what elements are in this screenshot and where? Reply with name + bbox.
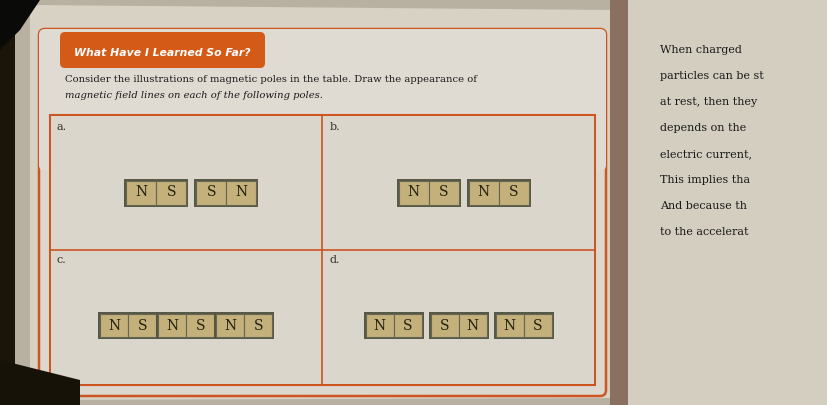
- Text: What Have I Learned So Far?: What Have I Learned So Far?: [74, 48, 250, 58]
- Bar: [216, 314, 244, 337]
- Bar: [244, 314, 272, 337]
- Text: b.: b.: [329, 122, 340, 132]
- Text: S: S: [509, 185, 518, 200]
- FancyBboxPatch shape: [39, 29, 605, 396]
- Text: N: N: [166, 318, 178, 333]
- Bar: [323, 251, 593, 384]
- Text: S: S: [438, 185, 448, 200]
- Bar: [323, 116, 593, 249]
- Polygon shape: [15, 0, 619, 405]
- Bar: [100, 314, 128, 337]
- Text: N: N: [135, 185, 147, 200]
- Bar: [495, 313, 552, 338]
- Bar: [50, 115, 595, 385]
- Bar: [394, 314, 421, 337]
- Polygon shape: [609, 0, 627, 405]
- Bar: [226, 181, 256, 205]
- Text: N: N: [224, 318, 236, 333]
- Bar: [195, 179, 257, 205]
- FancyBboxPatch shape: [39, 29, 605, 171]
- Bar: [186, 314, 214, 337]
- Bar: [495, 314, 523, 337]
- Bar: [366, 314, 394, 337]
- Bar: [498, 181, 528, 205]
- Bar: [468, 181, 498, 205]
- Text: N: N: [108, 318, 120, 333]
- Bar: [428, 181, 458, 205]
- Text: N: N: [503, 318, 515, 333]
- Bar: [51, 251, 321, 384]
- Text: N: N: [373, 318, 385, 333]
- Bar: [158, 314, 186, 337]
- Bar: [157, 313, 215, 338]
- Bar: [365, 313, 423, 338]
- Text: a.: a.: [57, 122, 67, 132]
- Text: c.: c.: [57, 255, 67, 265]
- Text: S: S: [137, 318, 147, 333]
- Bar: [523, 314, 551, 337]
- Text: depends on the: depends on the: [659, 123, 745, 133]
- Text: S: S: [439, 318, 449, 333]
- Text: electric current,: electric current,: [659, 149, 751, 159]
- Text: particles can be st: particles can be st: [659, 71, 762, 81]
- Polygon shape: [0, 360, 80, 405]
- Bar: [126, 181, 156, 205]
- Polygon shape: [617, 0, 827, 405]
- Text: When charged: When charged: [659, 45, 741, 55]
- Text: N: N: [235, 185, 247, 200]
- FancyBboxPatch shape: [60, 32, 265, 68]
- Bar: [196, 181, 226, 205]
- Text: S: S: [403, 318, 412, 333]
- Bar: [429, 313, 487, 338]
- Text: S: S: [206, 185, 216, 200]
- Bar: [430, 314, 458, 337]
- Text: N: N: [477, 185, 490, 200]
- Text: S: S: [533, 318, 542, 333]
- Bar: [128, 314, 156, 337]
- Bar: [99, 313, 157, 338]
- Bar: [467, 179, 529, 205]
- Bar: [399, 181, 428, 205]
- Text: This implies tha: This implies tha: [659, 175, 749, 185]
- Text: N: N: [407, 185, 419, 200]
- Text: And because th: And because th: [659, 201, 746, 211]
- Text: N: N: [466, 318, 478, 333]
- Polygon shape: [30, 5, 614, 400]
- Bar: [215, 313, 273, 338]
- Text: at rest, then they: at rest, then they: [659, 97, 757, 107]
- Bar: [458, 314, 486, 337]
- Text: S: S: [166, 185, 176, 200]
- Polygon shape: [0, 0, 40, 50]
- Bar: [397, 179, 459, 205]
- Bar: [125, 179, 187, 205]
- Bar: [156, 181, 186, 205]
- Text: to the accelerat: to the accelerat: [659, 227, 748, 237]
- Text: S: S: [253, 318, 263, 333]
- Text: d.: d.: [329, 255, 340, 265]
- Text: S: S: [195, 318, 205, 333]
- Bar: [51, 116, 321, 249]
- Text: Consider the illustrations of magnetic poles in the table. Draw the appearance o: Consider the illustrations of magnetic p…: [65, 75, 476, 85]
- Text: magnetic field lines on each of the following poles.: magnetic field lines on each of the foll…: [65, 92, 323, 100]
